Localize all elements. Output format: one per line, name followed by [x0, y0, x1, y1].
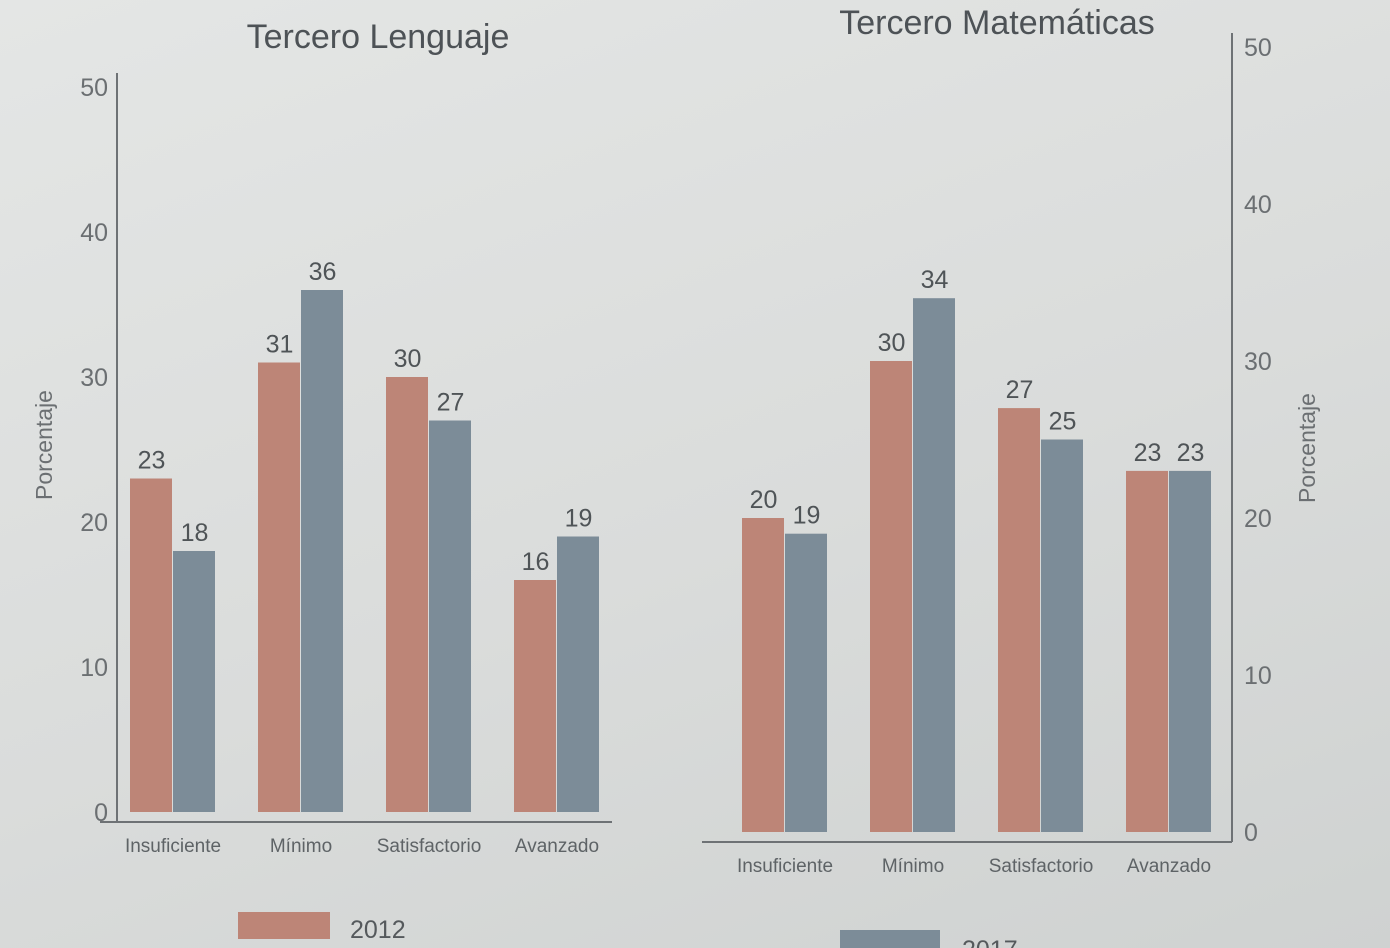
value-label-matematicas-2012-0: 20	[750, 486, 778, 514]
bar-lenguaje-2017-0	[173, 551, 215, 812]
legend-label-2012: 2012	[350, 916, 406, 944]
value-label-lenguaje-2017-2: 27	[437, 389, 465, 417]
chart-title-matematicas: Tercero Matemáticas	[839, 4, 1155, 42]
x-category-label-lenguaje-0: Insuficiente	[125, 836, 221, 857]
y-tick-label-lenguaje-0: 0	[94, 799, 108, 827]
bar-lenguaje-2017-2	[429, 420, 471, 812]
x-category-label-matematicas-3: Avanzado	[1127, 856, 1211, 877]
x-category-label-matematicas-0: Insuficiente	[737, 856, 833, 877]
value-label-lenguaje-2017-0: 18	[181, 519, 209, 547]
bar-matematicas-2012-0	[742, 518, 784, 832]
y-tick-label-lenguaje-40: 40	[80, 219, 108, 247]
value-label-matematicas-2017-2: 25	[1049, 408, 1077, 436]
value-label-lenguaje-2012-0: 23	[138, 447, 166, 475]
bar-lenguaje-2012-2	[386, 377, 428, 812]
bar-matematicas-2017-1	[913, 298, 955, 832]
legend-swatch-2017	[840, 930, 940, 948]
x-category-label-lenguaje-2: Satisfactorio	[377, 836, 482, 857]
y-axis-title-lenguaje: Porcentaje	[31, 390, 57, 500]
value-label-lenguaje-2017-1: 36	[309, 258, 337, 286]
chart-title-lenguaje: Tercero Lenguaje	[247, 18, 510, 56]
x-category-label-lenguaje-3: Avanzado	[515, 836, 599, 857]
bar-lenguaje-2017-3	[557, 536, 599, 812]
value-label-matematicas-2012-2: 27	[1006, 376, 1034, 404]
value-label-lenguaje-2017-3: 19	[565, 505, 593, 533]
value-label-matematicas-2012-1: 30	[878, 329, 906, 357]
value-label-lenguaje-2012-1: 31	[266, 331, 294, 359]
bar-matematicas-2017-3	[1169, 470, 1211, 832]
y-tick-label-lenguaje-30: 30	[80, 364, 108, 392]
bar-lenguaje-2017-1	[301, 290, 343, 812]
bar-matematicas-2012-3	[1126, 470, 1168, 832]
chart-lenguaje: 0 10 20 30 40 50 Porcentaje 23 18 Insuficiente 31 3…	[31, 73, 612, 857]
bar-matematicas-2017-0	[785, 533, 827, 832]
legend: 2012 2017	[238, 912, 1018, 948]
bar-lenguaje-2012-1	[258, 362, 300, 812]
chart-matematicas: 0 10 20 30 40 50 Porcentaje 20 19 Insuficiente 30 3…	[702, 33, 1320, 877]
y-tick-label-matematicas-20: 20	[1244, 505, 1272, 533]
bar-matematicas-2017-2	[1041, 439, 1083, 832]
y-tick-label-lenguaje-50: 50	[80, 74, 108, 102]
y-tick-label-matematicas-30: 30	[1244, 348, 1272, 376]
x-category-label-lenguaje-1: Mínimo	[270, 836, 332, 857]
legend-swatch-2012	[238, 912, 330, 939]
y-tick-label-matematicas-40: 40	[1244, 191, 1272, 219]
value-label-matematicas-2012-3: 23	[1134, 439, 1162, 467]
y-axis-title-matematicas: Porcentaje	[1294, 393, 1320, 503]
value-label-matematicas-2017-3: 23	[1177, 439, 1205, 467]
x-category-label-matematicas-1: Mínimo	[882, 856, 944, 877]
bar-lenguaje-2012-3	[514, 580, 556, 812]
value-label-lenguaje-2012-2: 30	[394, 345, 422, 373]
bar-lenguaje-2012-0	[130, 478, 172, 812]
y-tick-label-lenguaje-20: 20	[80, 509, 108, 537]
legend-label-2017: 2017	[962, 936, 1018, 948]
value-label-lenguaje-2012-3: 16	[522, 548, 550, 576]
bar-matematicas-2012-1	[870, 361, 912, 832]
value-label-matematicas-2017-1: 34	[921, 266, 949, 294]
y-tick-label-matematicas-0: 0	[1244, 819, 1258, 847]
x-category-label-matematicas-2: Satisfactorio	[989, 856, 1094, 877]
y-tick-label-matematicas-50: 50	[1244, 34, 1272, 62]
y-tick-label-matematicas-10: 10	[1244, 662, 1272, 690]
y-tick-label-lenguaje-10: 10	[80, 654, 108, 682]
bar-matematicas-2012-2	[998, 408, 1040, 832]
value-label-matematicas-2017-0: 19	[793, 502, 821, 530]
